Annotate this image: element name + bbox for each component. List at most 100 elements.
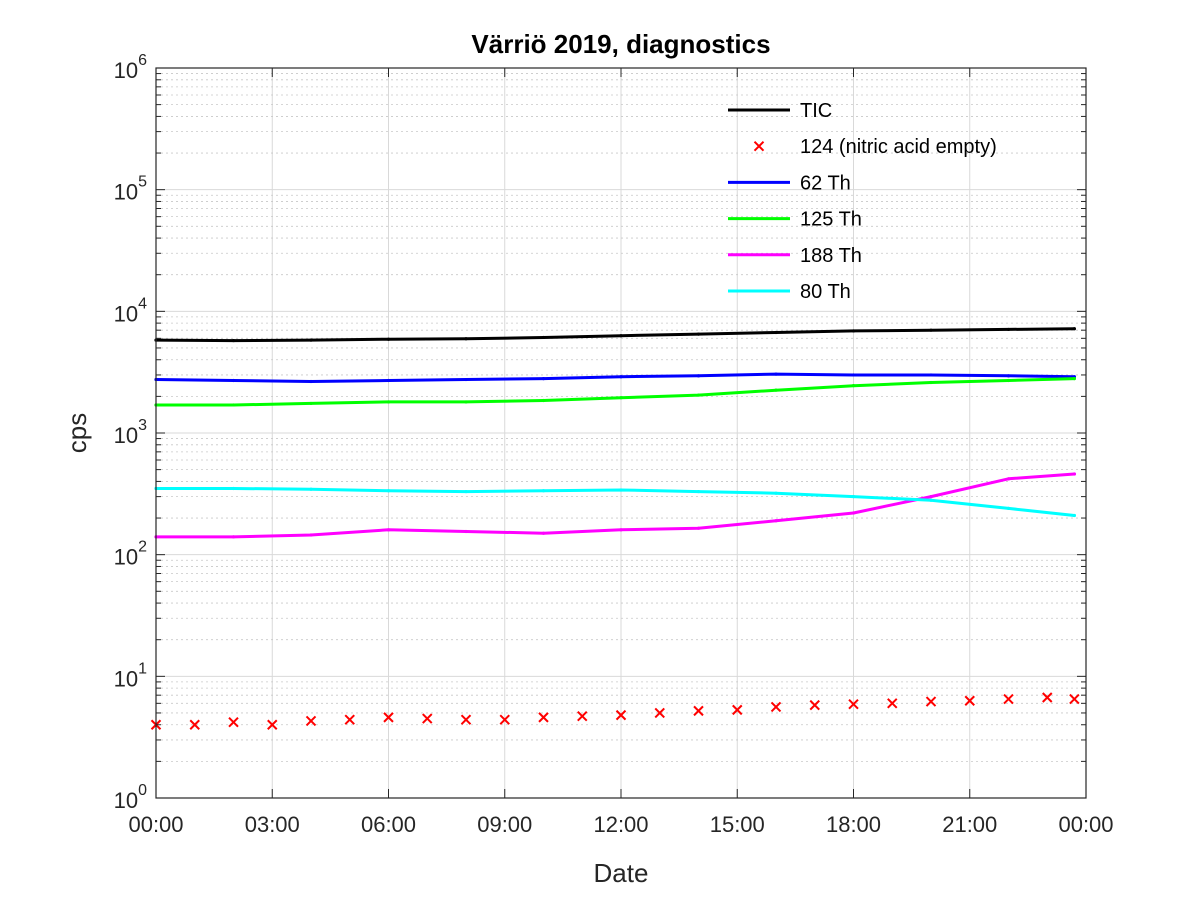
data-point-188 <box>1006 477 1011 481</box>
ticks: 00:00 03:00 06:00 09:00 12:00 15:00 18:00 21:00… <box>114 52 1114 837</box>
x-tick-label: 09:00 <box>477 812 532 837</box>
y-tick-exponent: 0 <box>138 782 147 799</box>
data-point-62 <box>696 374 701 378</box>
x-tick-label: 21:00 <box>942 812 997 837</box>
chart-title: Värriö 2019, diagnostics <box>471 29 770 59</box>
data-point-124 <box>925 696 937 707</box>
x-tick-label: 00:00 <box>1058 812 1113 837</box>
y-tick-base: 10 <box>114 58 138 83</box>
data-point-125 <box>851 384 856 388</box>
data-point-124 <box>848 699 859 710</box>
data-point-188 <box>464 529 468 534</box>
y-tick-base: 10 <box>114 301 138 326</box>
data-point-80 <box>851 495 856 499</box>
data-point-80 <box>774 491 778 495</box>
data-point-80 <box>696 489 701 494</box>
data-point-tic <box>386 337 391 341</box>
data-point-tic <box>851 329 856 333</box>
legend-swatch-124 <box>753 140 765 152</box>
data-point-tic <box>929 328 933 332</box>
data-point-62 <box>309 379 313 384</box>
data-point-62 <box>774 372 778 376</box>
y-tick-exponent: 1 <box>138 660 147 677</box>
data-point-62 <box>386 378 391 383</box>
data-point-62 <box>541 376 546 381</box>
data-point-tic <box>774 330 778 335</box>
legend: TIC 124 (nitric acid empty) 62 Th 125 Th 188… <box>728 100 997 303</box>
data-point-tic <box>1072 327 1076 331</box>
y-tick-exponent: 2 <box>138 539 147 556</box>
data-point-124 <box>538 712 549 723</box>
legend-label-tic: TIC <box>800 100 832 122</box>
y-tick-label: 105 <box>114 174 147 205</box>
data-point-188 <box>231 535 236 539</box>
data-point-124 <box>228 716 239 728</box>
y-tick-label: 106 <box>114 52 147 83</box>
data-point-80 <box>1006 506 1011 511</box>
y-tick-label: 103 <box>114 417 147 448</box>
data-point-124 <box>809 699 820 711</box>
y-tick-label: 104 <box>114 295 147 326</box>
data-point-80 <box>929 498 933 502</box>
data-point-124 <box>654 707 665 719</box>
data-point-125 <box>619 396 623 400</box>
y-tick-exponent: 6 <box>138 52 147 69</box>
data-point-124 <box>1042 692 1053 703</box>
legend-label-80: 80 Th <box>800 281 851 303</box>
y-tick-base: 10 <box>114 788 138 813</box>
data-point-125 <box>1072 376 1076 381</box>
data-point-62 <box>231 378 236 383</box>
x-tick-label: 03:00 <box>245 812 300 837</box>
y-tick-exponent: 5 <box>138 174 147 191</box>
y-tick-base: 10 <box>114 423 138 448</box>
data-point-124 <box>887 698 898 709</box>
data-point-188 <box>309 533 313 537</box>
data-point-125 <box>1006 378 1011 383</box>
grid <box>156 68 1086 798</box>
legend-label-62: 62 Th <box>800 172 851 194</box>
data-point-188 <box>774 519 778 523</box>
data-point-tic <box>1006 327 1011 332</box>
data-point-125 <box>929 380 933 385</box>
data-point-124 <box>383 712 394 723</box>
data-point-124 <box>267 719 278 730</box>
data-point-tic <box>464 337 468 341</box>
data-point-80 <box>619 488 623 492</box>
data-point-62 <box>851 373 856 377</box>
data-point-tic <box>231 338 236 343</box>
data-point-62 <box>929 373 933 377</box>
data-point-124 <box>1069 693 1080 705</box>
data-point-124 <box>693 705 704 717</box>
legend-label-124: 124 (nitric acid empty) <box>800 136 997 158</box>
x-tick-label: 06:00 <box>361 812 416 837</box>
data-point-80 <box>541 489 546 493</box>
data-point-124 <box>964 695 975 706</box>
data-point-188 <box>619 528 623 532</box>
y-tick-exponent: 3 <box>138 417 147 434</box>
data-point-tic <box>541 335 546 340</box>
data-point-80 <box>464 489 468 494</box>
data-point-125 <box>774 388 778 392</box>
data-point-124 <box>770 701 782 713</box>
data-point-188 <box>851 511 856 515</box>
data-point-tic <box>619 334 623 338</box>
data-point-tic <box>696 332 701 336</box>
data-point-tic <box>309 338 313 342</box>
legend-label-188: 188 Th <box>800 245 862 267</box>
x-axis-label: Date <box>594 858 649 888</box>
x-tick-label: 15:00 <box>710 812 765 837</box>
y-tick-exponent: 4 <box>138 295 147 312</box>
data-point-188 <box>929 495 933 499</box>
data-point-125 <box>386 400 391 404</box>
data-point-80 <box>1072 513 1076 518</box>
y-tick-label: 100 <box>114 782 147 813</box>
data-point-188 <box>1072 472 1076 476</box>
data-point-125 <box>541 398 546 403</box>
legend-label-125: 125 Th <box>800 209 862 231</box>
data-point-80 <box>386 489 391 493</box>
y-tick-base: 10 <box>114 180 138 205</box>
data-point-124 <box>344 714 355 725</box>
data-point-62 <box>1006 374 1011 378</box>
data-point-62 <box>464 377 468 382</box>
